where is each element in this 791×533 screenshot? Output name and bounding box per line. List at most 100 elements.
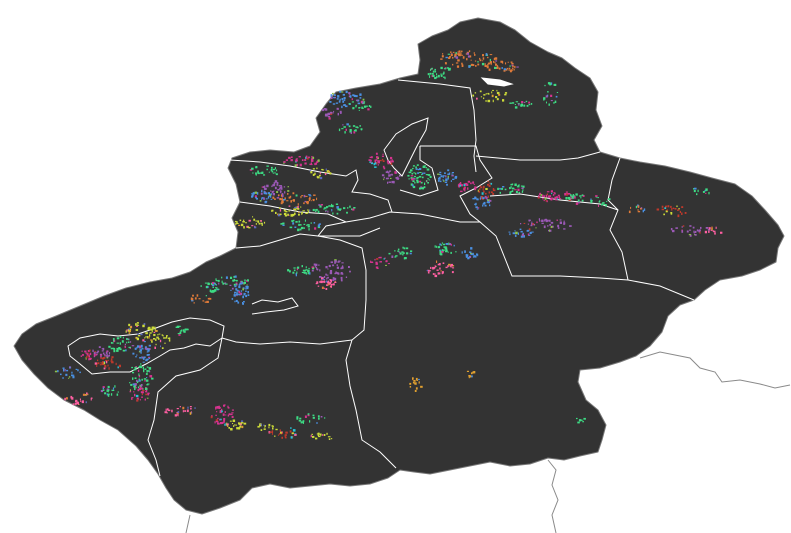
land-cover-speckle: [325, 168, 327, 171]
land-cover-speckle: [397, 176, 399, 179]
land-cover-speckle: [138, 378, 140, 380]
land-cover-speckle: [489, 61, 492, 64]
land-cover-speckle: [485, 93, 488, 95]
land-cover-speckle: [146, 351, 149, 353]
land-cover-speckle: [260, 429, 263, 431]
land-cover-speckle: [509, 233, 511, 236]
land-cover-speckle: [229, 420, 232, 422]
land-cover-speckle: [211, 415, 213, 417]
land-cover-speckle: [289, 195, 292, 198]
land-cover-speckle: [106, 389, 108, 392]
land-cover-speckle: [357, 102, 361, 105]
land-cover-speckle: [467, 55, 470, 58]
land-cover-speckle: [264, 187, 267, 190]
land-cover-speckle: [707, 229, 711, 231]
land-cover-speckle: [233, 425, 235, 427]
land-cover-speckle: [637, 205, 640, 208]
land-cover-speckle: [432, 266, 434, 270]
land-cover-speckle: [564, 193, 567, 196]
land-cover-speckle: [409, 252, 412, 255]
land-cover-speckle: [487, 99, 491, 103]
land-cover-speckle: [359, 93, 362, 96]
land-cover-speckle: [138, 365, 141, 368]
land-cover-speckle: [233, 294, 236, 297]
land-cover-speckle: [504, 93, 507, 96]
land-cover-speckle: [119, 348, 122, 351]
land-cover-speckle: [434, 77, 437, 80]
land-cover-speckle: [481, 62, 485, 66]
land-cover-speckle: [281, 194, 284, 198]
land-cover-speckle: [335, 271, 337, 274]
land-cover-speckle: [672, 229, 675, 233]
land-cover-speckle: [130, 383, 133, 386]
land-cover-speckle: [352, 208, 355, 211]
land-cover-speckle: [304, 415, 307, 418]
land-cover-speckle: [461, 64, 464, 67]
land-cover-speckle: [132, 383, 135, 386]
land-cover-speckle: [488, 191, 491, 194]
land-cover-speckle: [334, 272, 337, 275]
land-cover-speckle: [287, 186, 289, 188]
land-cover-speckle: [389, 177, 392, 179]
land-cover-speckle: [483, 190, 485, 193]
land-cover-speckle: [314, 209, 317, 211]
land-cover-speckle: [417, 172, 420, 174]
land-cover-speckle: [87, 352, 89, 354]
land-cover-speckle: [54, 370, 58, 373]
land-cover-speckle: [469, 251, 472, 253]
land-cover-speckle: [362, 107, 364, 109]
land-cover-speckle: [438, 176, 441, 179]
land-cover-speckle: [153, 338, 156, 340]
land-cover-speckle: [327, 280, 330, 282]
land-cover-speckle: [412, 382, 415, 384]
land-cover-speckle: [279, 207, 281, 209]
land-cover-speckle: [485, 53, 488, 56]
land-cover-speckle: [116, 347, 119, 349]
land-cover-speckle: [381, 158, 384, 161]
land-cover-speckle: [301, 271, 305, 273]
land-cover-speckle: [537, 197, 540, 199]
land-cover-speckle: [205, 295, 207, 297]
land-cover-speckle: [104, 392, 107, 395]
land-cover-speckle: [271, 430, 274, 433]
land-cover-speckle: [82, 401, 84, 404]
land-cover-speckle: [270, 190, 272, 192]
land-cover-speckle: [108, 345, 111, 348]
land-cover-speckle: [571, 195, 573, 198]
land-cover-speckle: [427, 73, 430, 76]
land-cover-speckle: [111, 361, 114, 364]
land-cover-speckle: [343, 97, 345, 99]
land-cover-speckle: [89, 349, 91, 352]
land-cover-speckle: [167, 337, 171, 340]
land-cover-speckle: [330, 285, 332, 288]
land-cover-speckle: [100, 356, 102, 358]
land-cover-speckle: [310, 434, 312, 438]
land-cover-speckle: [531, 223, 534, 225]
land-cover-speckle: [530, 103, 533, 105]
land-cover-speckle: [595, 196, 597, 198]
land-cover-speckle: [329, 282, 331, 284]
land-cover-speckle: [326, 206, 328, 209]
land-cover-speckle: [134, 366, 137, 369]
land-cover-speckle: [501, 67, 503, 69]
land-cover-speckle: [74, 402, 77, 405]
land-cover-speckle: [326, 280, 328, 283]
land-cover-speckle: [416, 177, 418, 180]
land-cover-speckle: [460, 52, 462, 55]
land-cover-speckle: [479, 90, 482, 93]
boundary-line-8: [229, 159, 393, 213]
land-cover-speckle: [418, 378, 420, 381]
land-cover-speckle: [82, 393, 85, 396]
land-cover-speckle: [312, 435, 315, 438]
land-cover-speckle: [661, 208, 665, 211]
land-cover-speckle: [426, 270, 428, 272]
land-cover-speckle: [142, 357, 145, 360]
land-cover-speckle: [523, 104, 526, 107]
land-cover-speckle: [255, 197, 258, 199]
land-cover-speckle: [218, 405, 220, 409]
land-cover-speckle: [549, 195, 552, 198]
land-cover-speckle: [369, 156, 372, 158]
land-cover-speckle: [242, 288, 244, 291]
land-cover-speckle: [245, 222, 247, 224]
